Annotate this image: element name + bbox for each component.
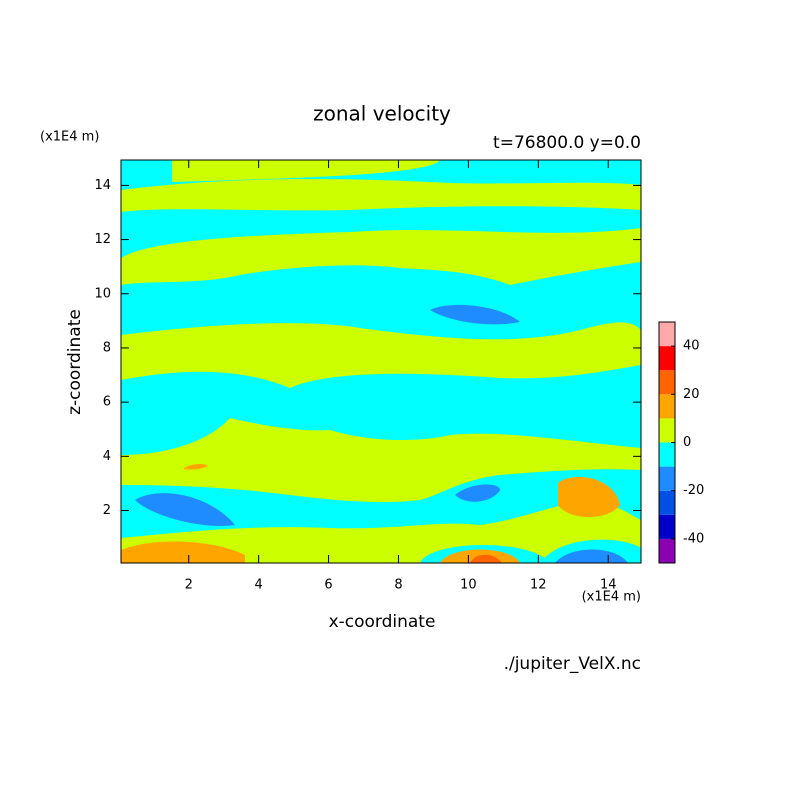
y-tick-label: 8 — [103, 340, 111, 355]
chart-title: zonal velocity — [313, 102, 451, 126]
colorbar-band — [659, 514, 675, 539]
colorbar-band — [659, 538, 675, 563]
contour-region — [121, 418, 641, 503]
colorbar-band — [659, 418, 675, 443]
chart-subtitle: t=76800.0 y=0.0 — [493, 133, 641, 153]
colorbar-band — [659, 322, 675, 347]
contour-region — [121, 179, 641, 212]
contour-region — [555, 549, 628, 563]
y-tick-label: 14 — [94, 178, 111, 193]
contour-region — [470, 554, 502, 563]
x-tick-label: 8 — [394, 578, 402, 593]
x-tick-label: 4 — [255, 578, 263, 593]
colorbar-tick-label: -20 — [683, 483, 704, 498]
contour-region — [183, 464, 208, 470]
y-tick-label: 12 — [94, 232, 111, 247]
colorbar-tick-label: 0 — [683, 435, 691, 450]
contour-region — [172, 160, 440, 182]
contour-region — [455, 484, 500, 502]
y-tick-label: 6 — [103, 395, 111, 410]
source-file: ./jupiter_VelX.nc — [504, 654, 641, 674]
colorbar-band — [659, 346, 675, 371]
contour-region — [121, 322, 641, 388]
colorbar-band — [659, 394, 675, 419]
contour-region — [135, 493, 235, 526]
x-tick-label: 12 — [530, 578, 547, 593]
y-unit: (x1E4 m) — [40, 130, 99, 145]
colorbar-band — [659, 490, 675, 515]
plot-frame — [120, 159, 642, 564]
x-tick-label: 10 — [460, 578, 477, 593]
colorbar-band — [659, 442, 675, 467]
y-tick-label: 10 — [94, 286, 111, 301]
contour-region — [558, 476, 620, 518]
colorbar-tick-label: 40 — [683, 339, 700, 354]
colorbar-band — [659, 370, 675, 395]
colorbar-tick-label: 20 — [683, 387, 700, 402]
x-tick-label: 6 — [324, 578, 332, 593]
x-unit: (x1E4 m) — [582, 590, 641, 605]
colorbar-tick-label: -40 — [683, 531, 704, 546]
y-axis-label: z-coordinate — [65, 309, 85, 415]
x-tick-label: 2 — [185, 578, 193, 593]
contour-field — [121, 160, 641, 563]
contour-region — [121, 228, 641, 285]
y-tick-label: 2 — [103, 503, 111, 518]
contour-region — [121, 541, 245, 563]
y-tick-label: 4 — [103, 449, 111, 464]
contour-region — [430, 304, 520, 325]
x-tick-label: 14 — [600, 578, 617, 593]
x-axis-label: x-coordinate — [329, 612, 436, 632]
colorbar-band — [659, 466, 675, 491]
